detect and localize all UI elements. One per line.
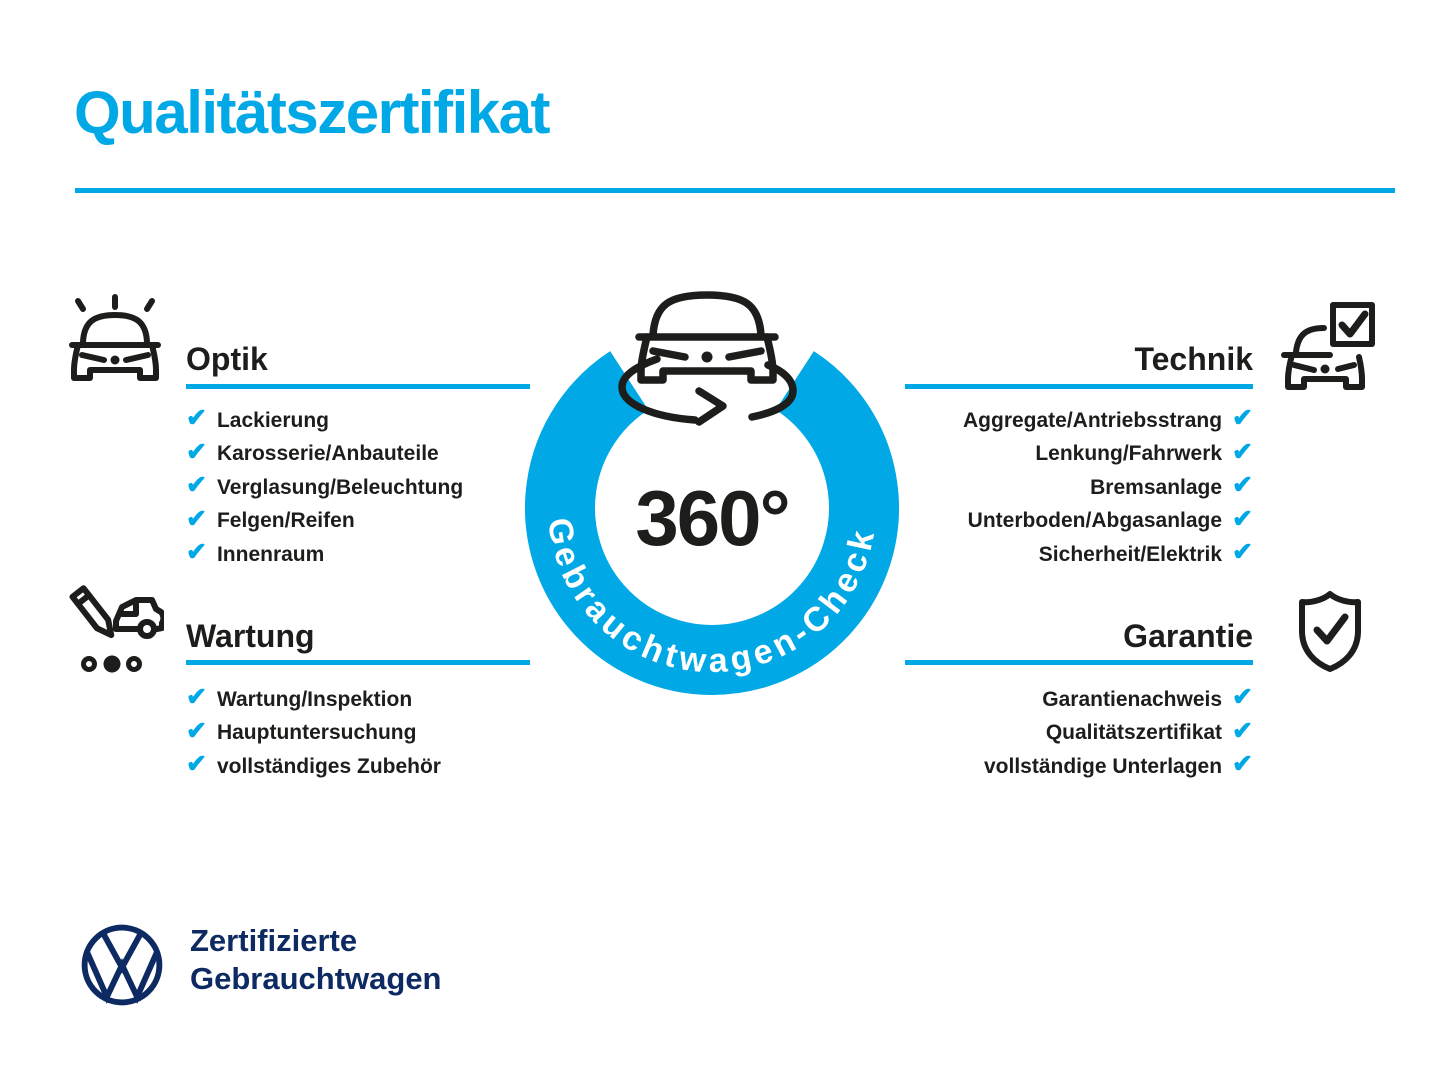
list-item: ✔ Wartung/Inspektion — [186, 683, 441, 717]
list-item: Bremsanlage ✔ — [1090, 471, 1253, 505]
brand-line2: Gebrauchtwagen — [190, 961, 442, 996]
item-label: Sicherheit/Elektrik — [1038, 542, 1223, 566]
item-label: Karosserie/Anbauteile — [216, 442, 439, 466]
list-item: ✔ Verglasung/Beleuchtung — [186, 471, 463, 505]
check-icon: ✔ — [1232, 404, 1253, 433]
ring-arc — [525, 351, 899, 695]
item-label: Bremsanlage — [1090, 475, 1223, 499]
vw-logo — [81, 924, 163, 1006]
pencil-car-icon — [69, 585, 164, 673]
list-item: ✔ Hauptuntersuchung — [186, 717, 441, 751]
check-icon: ✔ — [1232, 683, 1253, 712]
list-item: Aggregate/Antriebsstrang ✔ — [963, 404, 1253, 438]
section-rule-wartung — [186, 660, 530, 665]
check-icon: ✔ — [186, 471, 207, 500]
section-title-technik: Technik — [1134, 341, 1253, 377]
title-rule — [75, 188, 1395, 193]
check-icon: ✔ — [1232, 750, 1253, 779]
check-icon: ✔ — [186, 437, 207, 466]
check-icon: ✔ — [1232, 716, 1253, 745]
check-icon: ✔ — [1232, 471, 1253, 500]
list-item: Unterboden/Abgasanlage ✔ — [968, 505, 1253, 539]
list-item: ✔ Felgen/Reifen — [186, 505, 463, 539]
item-label: Verglasung/Beleuchtung — [216, 475, 464, 499]
item-label: vollständige Unterlagen — [984, 754, 1223, 778]
item-label: Qualitätszertifikat — [1045, 721, 1223, 745]
car-sparkle-icon — [69, 294, 161, 381]
list-item: ✔ Innenraum — [186, 538, 463, 572]
check-icon: ✔ — [1232, 504, 1253, 533]
item-label: Hauptuntersuchung — [216, 721, 417, 745]
list-item: Garantienachweis ✔ — [1042, 683, 1253, 717]
item-label: Innenraum — [216, 542, 325, 566]
list-item: Qualitätszertifikat ✔ — [1046, 717, 1253, 751]
brand-text: Zertifizierte Gebrauchtwagen — [190, 922, 442, 998]
section-title-optik: Optik — [186, 341, 268, 377]
car-checkbox-icon — [1281, 302, 1375, 390]
checklist-optik: ✔ Lackierung ✔ Karosserie/Anbauteile ✔ Verg… — [186, 404, 463, 572]
item-label: Garantienachweis — [1042, 687, 1223, 711]
list-item: Sicherheit/Elektrik ✔ — [1039, 538, 1253, 572]
checklist-wartung: ✔ Wartung/Inspektion ✔ Hauptuntersuchung ✔… — [186, 683, 441, 784]
check-icon: ✔ — [186, 716, 207, 745]
item-label: Aggregate/Antriebsstrang — [963, 408, 1223, 432]
item-label: Felgen/Reifen — [216, 509, 355, 533]
list-item: Lenkung/Fahrwerk ✔ — [1035, 438, 1253, 472]
list-item: ✔ vollständiges Zubehör — [186, 750, 441, 784]
item-label: Unterboden/Abgasanlage — [967, 509, 1223, 533]
check-icon: ✔ — [1232, 538, 1253, 567]
item-label: Wartung/Inspektion — [216, 687, 413, 711]
brand-line1: Zertifizierte — [190, 923, 358, 958]
rotating-car-icon — [618, 291, 797, 426]
degree-value: 360° — [635, 474, 788, 562]
check-icon: ✔ — [186, 504, 207, 533]
check-icon: ✔ — [186, 750, 207, 779]
list-item: ✔ Lackierung — [186, 404, 463, 438]
page-title: Qualitätszertifikat — [74, 79, 550, 146]
list-item: ✔ Karosserie/Anbauteile — [186, 438, 463, 472]
section-rule-technik — [905, 384, 1253, 389]
item-label: Lackierung — [216, 408, 329, 432]
check-icon: ✔ — [186, 404, 207, 433]
section-title-garantie: Garantie — [1123, 618, 1253, 654]
checklist-technik: Aggregate/Antriebsstrang ✔ Lenkung/Fahrwe… — [963, 404, 1253, 572]
item-label: Lenkung/Fahrwerk — [1035, 442, 1223, 466]
list-item: vollständige Unterlagen ✔ — [984, 750, 1253, 784]
shield-check-icon — [1299, 591, 1361, 672]
check-icon: ✔ — [1232, 437, 1253, 466]
check-icon: ✔ — [186, 538, 207, 567]
section-rule-garantie — [905, 660, 1253, 665]
check-icon: ✔ — [186, 683, 207, 712]
checklist-garantie: Garantienachweis ✔ Qualitätszertifikat ✔ v… — [984, 683, 1253, 784]
360-ring-graphic: Gebrauchtwagen-Check 360° — [525, 291, 899, 695]
section-rule-optik — [186, 384, 530, 389]
item-label: vollständiges Zubehör — [216, 754, 441, 778]
section-title-wartung: Wartung — [186, 618, 315, 654]
